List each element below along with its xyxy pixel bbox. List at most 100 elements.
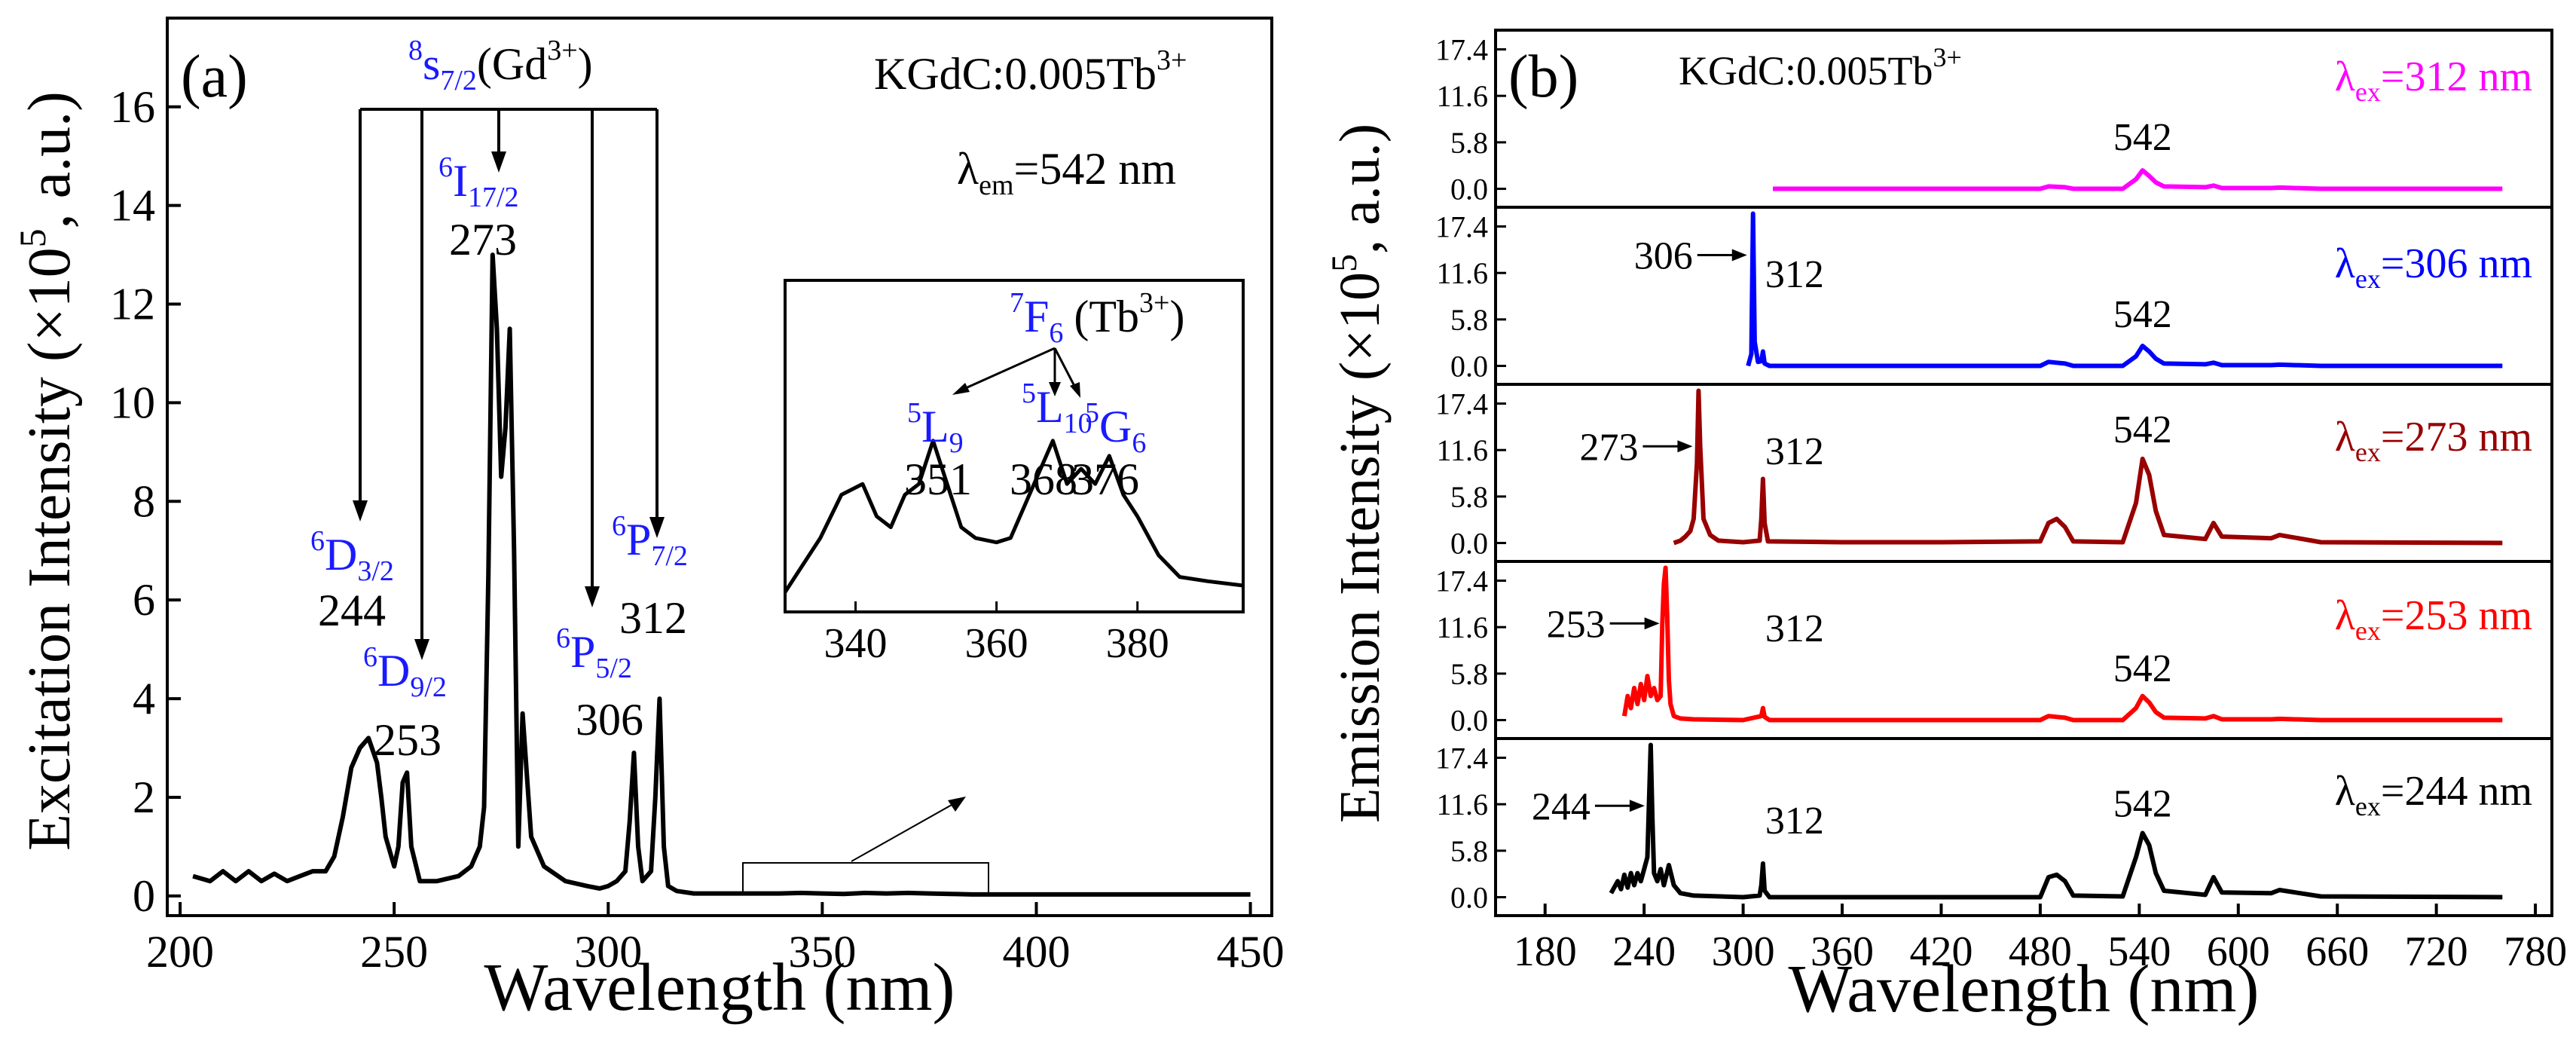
panel-b-tag: (b) [1508, 44, 1578, 110]
a-y-tick-label-10: 10 [110, 378, 155, 427]
inset-arrow-351 [960, 347, 1056, 392]
b-x-tick-label-480: 480 [2009, 928, 2072, 975]
emission-spectrum-line [1673, 388, 2503, 546]
zoom-pointer [851, 800, 959, 862]
inset-arrows [952, 347, 1080, 398]
arrowhead-312 [649, 517, 665, 538]
panel-b-y-axis-label: Emission Intensity (×105, a.u.) [1325, 124, 1392, 823]
panel-a-excitation: 200 250 300 350 400 450 0 2 4 6 8 10 12 14 16 Wavelen… [11, 17, 1285, 1025]
b-y-tick-label: 5.8 [1450, 303, 1488, 337]
peak-label-244: 244 [318, 586, 386, 635]
b-x-tick-label-360: 360 [1811, 928, 1874, 975]
inset-x-tick-label-360: 360 [965, 620, 1028, 667]
emission-subplot-5: 17.4 11.6 5.8 0.0 λex=244 nm 542 312 244 [1435, 737, 2552, 915]
emission-series-label: λex=306 nm [2335, 240, 2532, 294]
b-x-tick-label-240: 240 [1612, 928, 1676, 975]
panel-b-x-axis-label: Wavelength (nm) [1788, 952, 2259, 1026]
excitation-peak-arrowhead [1677, 440, 1693, 453]
arrowhead-306 [585, 586, 600, 607]
b-y-tick-label: 11.6 [1436, 433, 1488, 467]
b-y-tick-label: 11.6 [1436, 79, 1488, 113]
inset-x-ticks: 340 360 380 [824, 601, 1169, 667]
panel-a-tag: (a) [181, 44, 248, 110]
a-y-tick-label-8: 8 [133, 476, 155, 526]
inset-frame [784, 279, 1245, 613]
a-y-tick-label-16: 16 [110, 82, 155, 132]
emission-series-label: λex=273 nm [2335, 414, 2532, 467]
zoom-pointer-head [948, 797, 966, 812]
excitation-peak-label: 273 [1579, 426, 1638, 469]
b-y-tick-label: 17.4 [1435, 33, 1488, 67]
emission-series-label: λex=244 nm [2335, 768, 2532, 821]
inset-arrowhead-368 [1049, 382, 1061, 396]
inset-peak-label-351: 351 [904, 454, 972, 504]
b-x-tick-label-660: 660 [2306, 928, 2369, 975]
inset-x-tick-label-380: 380 [1106, 620, 1169, 667]
b-x-tick-label-780: 780 [2504, 928, 2567, 975]
inset-transition-label-368: 5L10 [1022, 378, 1092, 439]
panel-a-lambda-em: λem=542 nm [957, 144, 1176, 201]
b-y-tick-label: 11.6 [1436, 256, 1488, 290]
b-x-tick-label-300: 300 [1712, 928, 1775, 975]
inset-arrowhead-351 [952, 383, 970, 395]
a-x-tick-label-300: 300 [574, 927, 642, 977]
peak-label-542: 542 [2113, 782, 2172, 825]
panel-a-sample-label: KGdC:0.005Tb3+ [874, 44, 1187, 99]
b-x-tick-label-720: 720 [2405, 928, 2468, 975]
peak-label-542: 542 [2113, 647, 2172, 690]
transition-label-312: 6P7/2 [612, 510, 688, 572]
a-x-tick-label-200: 200 [146, 927, 214, 977]
peak-label-312: 312 [1765, 800, 1824, 843]
peak-label-542: 542 [2113, 116, 2172, 159]
a-y-tick-label-12: 12 [110, 280, 155, 329]
peak-label-306: 306 [576, 695, 643, 745]
panel-b-emission: 17.4 11.6 5.8 0.0 λex=312 nm 542 17.4 11.6 5.8 0.… [1325, 29, 2567, 1026]
inset-x-tick-label-340: 340 [824, 620, 888, 667]
a-y-tick-label-4: 4 [133, 674, 155, 723]
inset-transition-labels: 5L9 351 5L10 368 5G6 376 [904, 378, 1146, 504]
a-x-tick-label-450: 450 [1217, 927, 1285, 977]
panel-b-sample-label: KGdC:0.005Tb3+ [1679, 42, 1962, 93]
transition-label-253: 6D9/2 [363, 641, 447, 703]
peak-label-542: 542 [2113, 408, 2172, 451]
excitation-spectrum-line [192, 252, 1251, 897]
inset-transition-label-351: 5L9 [907, 397, 964, 459]
arrowhead-273 [491, 151, 506, 173]
inset-peak-label-368: 368 [1010, 454, 1077, 504]
b-x-tick-label-180: 180 [1514, 928, 1577, 975]
b-y-tick-label: 5.8 [1450, 480, 1488, 514]
peak-label-312: 312 [1765, 430, 1824, 473]
panel-a-y-ticks: 0 2 4 6 8 10 12 14 16 [110, 82, 181, 921]
inset-spectrum-line [783, 439, 1244, 594]
panel-b-x-ticks: 180 240 300 360 420 480 540 600 660 720 780 [1514, 904, 2567, 975]
peak-label-542: 542 [2113, 293, 2172, 336]
b-y-tick-label: 11.6 [1436, 788, 1488, 821]
inset-arrowhead-376 [1070, 382, 1080, 398]
transition-label-273: 6I17/2 [439, 151, 519, 213]
panel-a-x-ticks: 200 250 300 350 400 450 [146, 902, 1285, 977]
inset-arrow-376 [1053, 347, 1077, 390]
b-x-tick-label-420: 420 [1909, 928, 1972, 975]
peak-label-312: 312 [1765, 253, 1824, 296]
b-x-tick-label-600: 600 [2207, 928, 2270, 975]
gd-ground-state-label: 8s7/2(Gd3+) [408, 35, 593, 96]
inset-plot: 340 360 380 7F6 (Tb3+) 5L9 351 5L10 368 5G6… [783, 279, 1245, 667]
inset-tb-ground-state-label: 7F6 (Tb3+) [1010, 287, 1184, 349]
b-y-tick-label: 17.4 [1435, 742, 1488, 775]
a-y-tick-label-0: 0 [133, 871, 155, 921]
excitation-peak-label: 253 [1547, 603, 1606, 646]
transition-labels: 6D3/2 244 6D9/2 253 6I17/2 273 6P5/2 306… [310, 151, 688, 765]
emission-spectrum-line [1621, 565, 2503, 723]
emission-subplot-1: 17.4 11.6 5.8 0.0 λex=312 nm 542 [1435, 33, 2532, 206]
panel-b-subplots: 17.4 11.6 5.8 0.0 λex=312 nm 542 17.4 11.6 5.8 0.… [1435, 33, 2552, 915]
transition-arrows [353, 108, 665, 660]
peak-label-312: 312 [1765, 607, 1824, 650]
transition-label-244: 6D3/2 [310, 525, 394, 587]
b-x-tick-label-540: 540 [2107, 928, 2171, 975]
peak-label-253: 253 [374, 715, 442, 765]
inset-transition-label-376: 5G6 [1085, 397, 1146, 459]
panel-b-frame [1494, 29, 2553, 917]
panel-a-y-axis-label: Excitation Intensity (×105, a.u.) [11, 91, 83, 851]
emission-spectrum-line [1773, 168, 2503, 191]
